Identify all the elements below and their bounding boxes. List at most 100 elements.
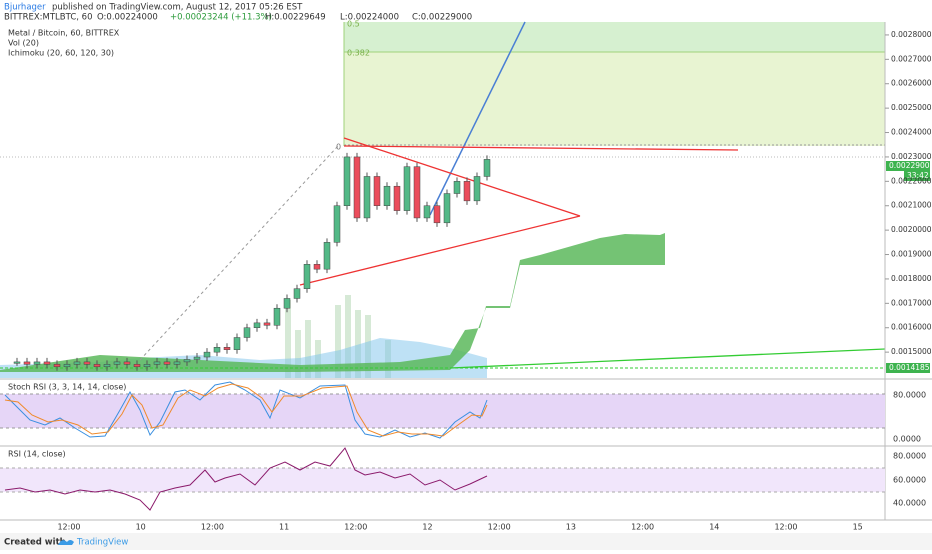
candle	[383, 185, 391, 206]
high: H:0.00229649	[265, 13, 326, 23]
stoch-k	[4, 381, 488, 439]
candle	[103, 364, 111, 368]
candle	[403, 166, 411, 211]
y-tick-label: 0.00260000	[891, 79, 932, 88]
candle	[63, 364, 71, 368]
tick-label: 60.0000	[893, 476, 926, 485]
footer	[0, 533, 932, 550]
candle	[363, 176, 371, 219]
published: published on TradingView.com, August 12,…	[52, 3, 303, 13]
y-tick-label: 0.00170000	[891, 298, 932, 307]
trend-line	[429, 21, 526, 216]
fib-label: 0	[336, 143, 341, 152]
x-tick-label: 12:00	[631, 523, 654, 532]
y-tick-label: 0.00190000	[891, 250, 932, 259]
candle	[453, 181, 461, 194]
candle	[443, 193, 451, 224]
candle	[123, 361, 131, 365]
candle	[73, 361, 81, 365]
legend-item: Metal / Bitcoin, 60, BITTREX	[8, 29, 120, 38]
logo	[58, 540, 74, 545]
candle	[13, 361, 21, 364]
x-tick-label: 11	[279, 523, 289, 532]
band	[0, 468, 885, 492]
y-tick-label: 0.00230000	[891, 152, 932, 161]
x-tick-label: 12:00	[488, 523, 511, 532]
resistance	[343, 145, 739, 151]
candle	[213, 347, 221, 353]
candle	[293, 288, 301, 299]
x-tick-label: 12	[422, 523, 432, 532]
x-tick-label: 15	[853, 523, 863, 532]
candle	[183, 359, 191, 363]
candle	[173, 361, 181, 365]
candle	[353, 156, 361, 219]
candle	[283, 298, 291, 309]
candle	[163, 361, 171, 365]
x-tick-label: 14	[709, 523, 719, 532]
cloud	[0, 233, 665, 372]
candle	[203, 351, 211, 358]
candle	[373, 176, 381, 206]
band	[0, 394, 885, 428]
candles	[13, 152, 491, 371]
panel-title: Stoch RSI (3, 3, 14, 14, close)	[8, 383, 126, 392]
candle	[23, 361, 31, 365]
x-tick-label: 12:00	[57, 523, 80, 532]
candle	[193, 356, 201, 360]
fib-label: 0.382	[347, 49, 370, 58]
candle	[93, 364, 101, 368]
candle	[303, 264, 311, 289]
candle	[333, 205, 341, 243]
tick-label: 80.0000	[893, 391, 926, 400]
y-tick-label: 0.00200000	[891, 225, 932, 234]
last-price: 0.00229000	[889, 161, 932, 170]
tick-label: 80.0000	[893, 452, 926, 461]
candle	[313, 264, 321, 270]
candle	[43, 361, 51, 365]
footer-text: Created with	[4, 538, 66, 548]
candle	[463, 181, 471, 202]
change: +0.00023244 (+11.3%)	[170, 13, 272, 23]
candle	[253, 322, 261, 328]
y-tick-label: 0.00180000	[891, 274, 932, 283]
price-badge	[886, 161, 930, 171]
legend-item: Ichimoku (20, 60, 120, 30)	[8, 49, 114, 58]
candle	[113, 361, 121, 365]
x-tick-label: 12:00	[201, 523, 224, 532]
candle	[413, 166, 421, 219]
triangle	[343, 137, 581, 217]
fib-zone	[344, 22, 885, 52]
candle	[143, 364, 151, 368]
y-tick-label: 0.00210000	[891, 201, 932, 210]
candle	[343, 156, 351, 206]
countdown: 33:42	[907, 171, 929, 180]
close: C:0.00229000	[412, 13, 472, 23]
y-tick-label: 0.00150000	[891, 347, 932, 356]
y-tick-label: 0.00280000	[891, 30, 932, 39]
y-tick-label: 0.00270000	[891, 54, 932, 63]
x-tick-label: 12:00	[344, 523, 367, 532]
publisher[interactable]: Bjurhager	[4, 3, 46, 13]
x-tick-label: 13	[566, 523, 576, 532]
stoch-d	[4, 383, 488, 437]
candle	[263, 322, 271, 326]
legend-item: Vol (20)	[8, 39, 39, 48]
candle	[473, 176, 481, 202]
support	[449, 348, 886, 369]
footer-brand[interactable]: TradingView	[76, 538, 128, 548]
candle	[153, 361, 161, 365]
candle	[223, 347, 231, 350]
x-tick-label: 12:00	[774, 523, 797, 532]
x-tick-label: 10	[136, 523, 146, 532]
candle	[423, 205, 431, 219]
candle	[483, 159, 491, 177]
y-tick-label: 0.00240000	[891, 128, 932, 137]
price-badge	[904, 171, 930, 181]
candle	[433, 205, 441, 224]
price-badge	[886, 363, 930, 373]
level-price: 0.00141850	[889, 363, 932, 372]
tick-label: 0.0000	[893, 435, 921, 444]
y-tick-label: 0.00160000	[891, 323, 932, 332]
